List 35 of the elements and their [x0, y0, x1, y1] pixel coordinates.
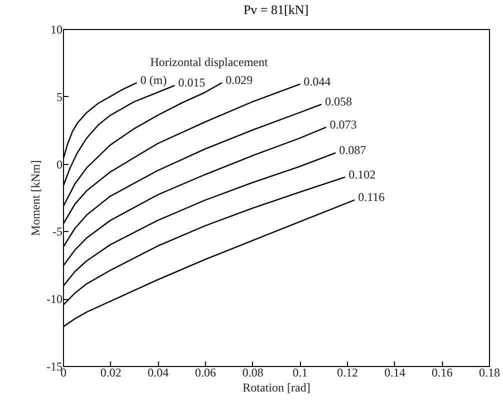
y-tick-label: -15 [46, 360, 62, 374]
line-series [63, 126, 326, 267]
x-tick-label: 0.08 [242, 366, 264, 380]
y-axis-title: Moment [kNm] [28, 160, 43, 236]
series-label: 0 (m) [140, 72, 167, 87]
x-tick-label: 0.16 [432, 366, 453, 380]
x-axis-title: Rotation [rad] [242, 380, 310, 394]
series-label: 0.087 [339, 143, 366, 158]
x-tick-label: 0.18 [479, 366, 500, 380]
series-label: 0.058 [324, 94, 352, 108]
series-label: 0.116 [358, 190, 385, 204]
series-label: 0.073 [330, 117, 357, 132]
y-tick-label: 10 [50, 22, 62, 36]
x-tick-label: 0.14 [384, 366, 406, 380]
series-label: 0.029 [226, 72, 253, 87]
y-tick-label: -10 [46, 292, 62, 306]
series-label: 0.015 [178, 76, 206, 90]
line-series [63, 176, 346, 306]
line-series [63, 104, 322, 248]
x-tick-label: 0.06 [195, 366, 216, 380]
chart-title: Pv = 81[kN] [243, 2, 309, 17]
x-tick-label: 0.04 [148, 366, 169, 380]
y-tick-label: 5 [56, 90, 62, 104]
series-label: 0.044 [304, 74, 331, 88]
line-series [63, 152, 336, 288]
y-tick-label: 0 [56, 157, 62, 172]
x-tick-label: 0.12 [337, 366, 358, 380]
line-series [63, 82, 138, 160]
legend-title: Horizontal displacement [150, 55, 268, 69]
x-tick-label: 0.02 [100, 366, 122, 380]
x-tick-label: 0.1 [292, 366, 308, 380]
series-label: 0.102 [348, 167, 376, 182]
line-series [63, 200, 355, 328]
y-tick-label: -5 [52, 224, 62, 239]
line-series [63, 84, 175, 188]
